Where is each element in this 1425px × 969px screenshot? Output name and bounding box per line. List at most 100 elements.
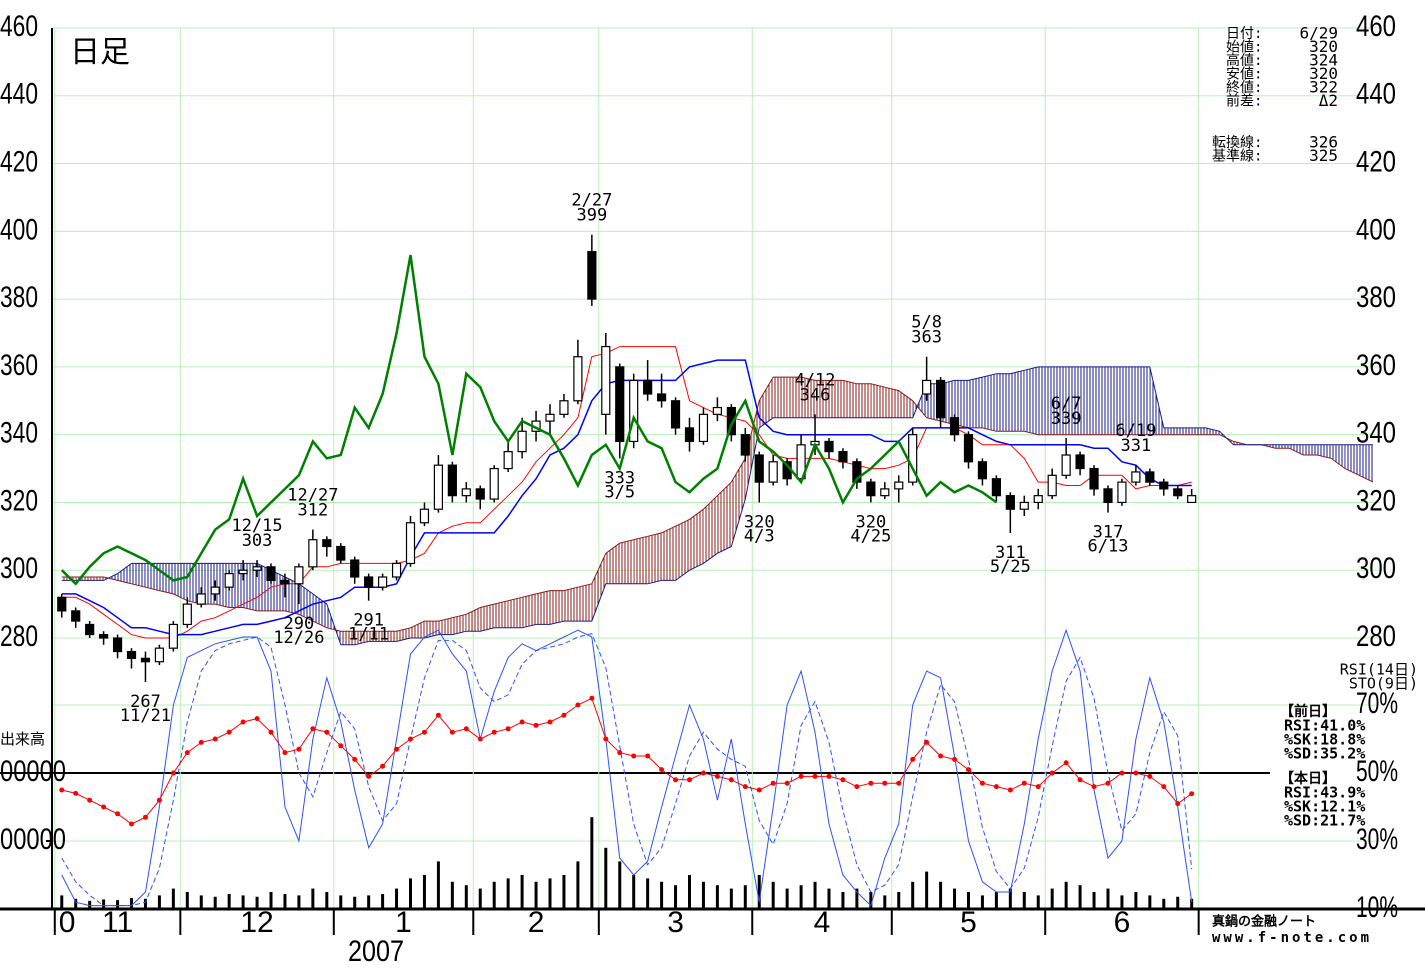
info-value: 326 [1309,133,1338,152]
annotation-date: 11/21 [120,706,171,726]
volume-bar [185,892,189,909]
y2-tick-label: 420 [1356,145,1396,178]
cloud-segment [703,495,718,564]
candle-body [1005,495,1015,510]
volume-bar [1078,885,1082,909]
volume-bar [1148,895,1152,909]
candle-body [126,650,137,659]
cloud-segment [117,563,132,584]
rsi-dot [170,770,176,776]
volume-bar [687,875,691,909]
volume-bar [353,896,357,909]
rsi-dot [73,790,79,796]
rsi-dot [394,746,400,752]
rsi-dot [1077,777,1083,783]
osc-title: RSI(14日) [1340,661,1418,679]
price-pane [57,234,1197,683]
cloud-segment [452,614,467,635]
rsi-dot [129,821,135,827]
cloud-segment [787,377,802,418]
cloud-segment [675,519,690,581]
volume-bar [1036,895,1040,909]
rsi-dot [728,777,734,783]
cloud-segment [1177,427,1192,435]
annotation-date: 6/13 [1088,537,1129,557]
cloud-segment [1010,370,1025,432]
volume-bar [715,885,719,909]
rsi-dot [296,746,302,752]
annotation-date: 5/25 [990,557,1031,577]
volume-bar [1022,892,1026,909]
rsi-dot [240,719,246,725]
rsi-dot [101,804,107,810]
volume-bar [980,895,984,909]
volume-bar [492,881,496,909]
labels: 日足 2007 出来高 真鍋の金融ノート www.f-note.com 280 2… [0,10,1425,968]
x-tick-label: 0 [59,906,76,939]
x-tick-label: 5 [960,906,977,939]
candle-body [573,356,583,402]
annotation-price: 346 [800,385,831,405]
info-value: 325 [1309,146,1338,165]
candle-body [475,488,485,500]
y2-tick-label: 380 [1356,281,1396,314]
annotation-price: 267 [130,692,161,712]
candle-body [601,345,611,415]
osc-tick-label: 50% [1356,755,1398,788]
rsi-dot [631,753,637,759]
volume-bar [157,895,161,909]
rsi-dot [840,777,846,783]
candle-body [224,573,234,588]
rsi-dot [212,736,218,742]
volume-bar [1176,896,1180,909]
rsi-dot [993,784,999,790]
rsi-dot [463,726,469,732]
rsi-dot [1035,784,1041,790]
rsi-dot [282,750,288,756]
cloud-segment [1094,366,1108,435]
rsi-dot [519,719,525,725]
cloud-segment [801,377,816,418]
cloud-segment [284,577,299,615]
rsi-dot [910,756,916,762]
annotation-price: 363 [911,328,942,348]
rsi-dot [812,773,818,779]
candle-body [238,569,248,575]
cloud-segment [759,377,774,428]
volume-bar [911,881,915,909]
volume-bar [269,892,273,909]
candle-body [670,400,681,429]
rsi-dot [1147,773,1153,779]
osc-box-row: RSI:43.9% [1284,784,1365,802]
cloud-segment [605,543,620,584]
cloud-segment [1359,444,1374,483]
cloud-segment [550,590,564,625]
candle-body [894,481,904,490]
candle-body [1187,495,1197,504]
volume-bar [785,888,789,909]
cloud-segment [647,532,662,584]
y2-tick-label: 320 [1356,484,1396,517]
volume-bar [381,894,385,909]
info-label: 転換線: [1212,135,1262,151]
cloud-segment [898,390,913,418]
info-value: 320 [1309,37,1338,56]
candle-body [350,559,360,578]
cloud-segment [717,482,732,554]
y2-tick-label: 460 [1356,10,1396,43]
candle-body [1019,501,1029,510]
rsi-dot [882,780,888,786]
volume-bar [743,885,747,909]
volume-bar [1134,892,1138,909]
candle-body [754,454,764,483]
candle-body [587,251,597,300]
rsi-dot [310,726,316,732]
rsi-dot [115,811,121,817]
rsi-dot [770,780,776,786]
candle-body [643,379,653,395]
cloud-segment [396,627,411,642]
cloud-segment [633,536,648,584]
candle-body [1131,471,1141,483]
annotation-date: 4/25 [850,526,891,546]
rsi-dot [184,750,190,756]
